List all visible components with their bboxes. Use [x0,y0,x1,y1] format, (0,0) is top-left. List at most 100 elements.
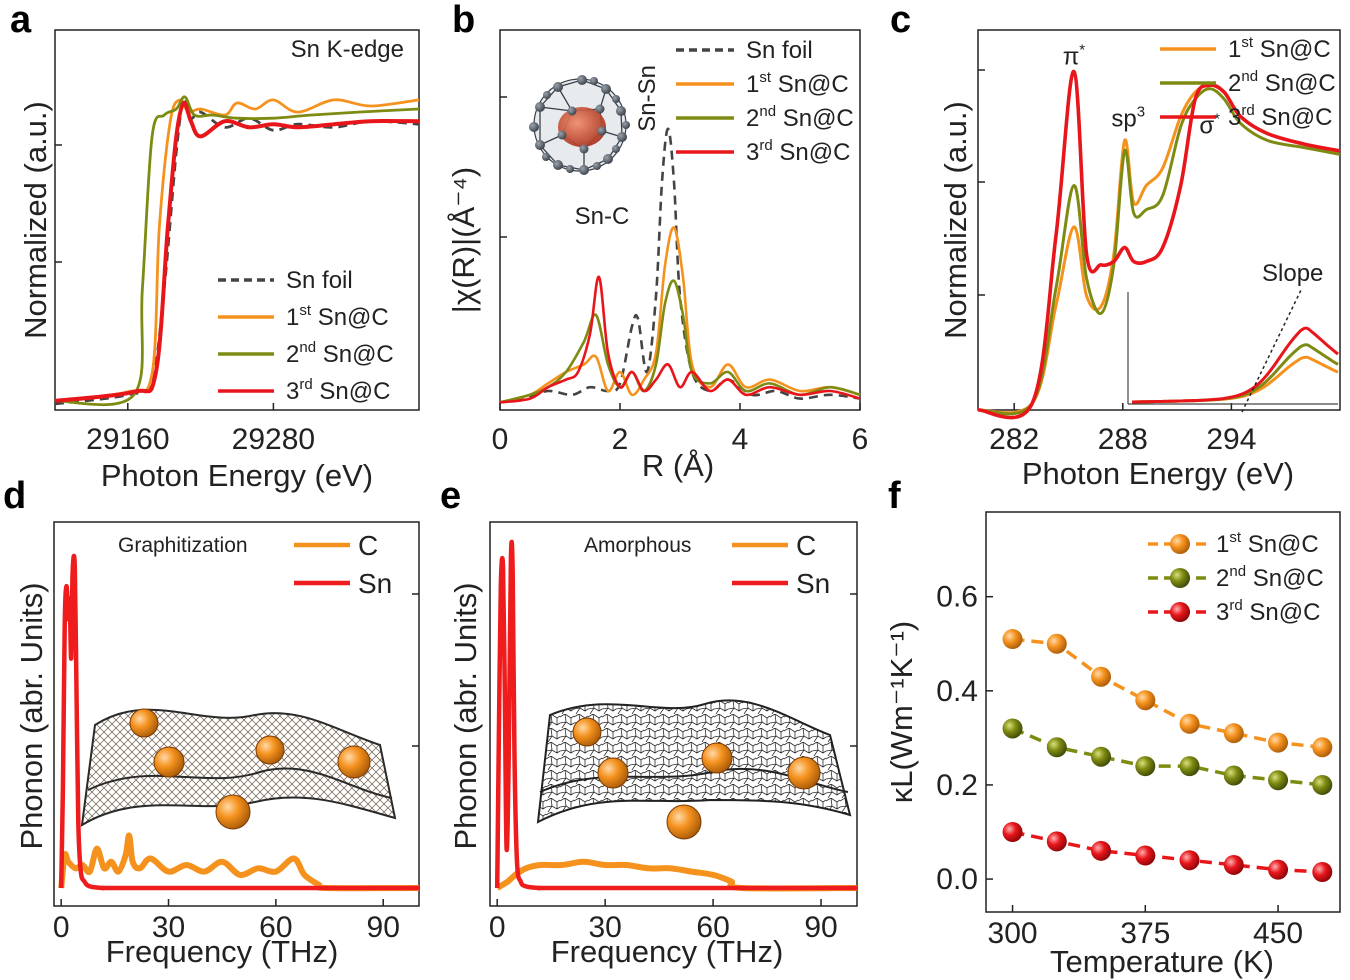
panel-c-series-2nd-sn-c [977,87,1341,416]
x-tick-label: 4 [732,423,749,456]
panel-e-series [494,539,858,892]
legend-label-c: C [796,530,816,561]
legend-label-1st-sn-c: 1st Sn@C [1228,34,1331,63]
panel-e-series-sn [494,539,857,891]
panel-a: 29160 29280 Sn K-edge Photon Energy (eV) … [18,29,420,493]
y-tick-label: 0.4 [936,675,978,708]
panel-f-legend: 1st Sn@C 2nd Sn@C 3rd Sn@C [1148,529,1324,626]
panel-f-point-2nd-sn-c [1312,774,1333,795]
annotation-sigma-star: σ* [1199,111,1220,140]
panel-d-series [58,553,420,892]
legend-label-1st-sn-c: 1st Sn@C [746,69,849,98]
legend-label-3rd-sn-c: 3rd Sn@C [1228,102,1332,131]
panel-b-frame [499,29,861,411]
x-tick-label: 29160 [86,423,169,456]
panel-a-x-ticks: 29160 29280 [86,403,315,456]
annotation-pi-star: π* [1063,42,1086,71]
slope-label: Slope [1262,260,1323,287]
panel-label-a: a [10,0,32,41]
legend-label-2nd-sn-c: 2nd Sn@C [1228,68,1336,97]
legend-label-1st-sn-c: 1st Sn@C [1216,529,1319,558]
panel-d-series-c [58,832,420,892]
x-tick-label: 2 [612,423,629,456]
panel-label-b: b [452,0,475,41]
panel-b-annotations: Sn-C Sn-Sn [575,65,661,230]
legend-marker-3rd-sn-c [1170,602,1190,622]
x-tick-label: 0 [53,911,70,944]
panel-b-series-1st-sn-c [499,226,861,404]
panel-b-series-3rd-sn-c [499,275,861,404]
legend-label-3rd-sn-c: 3rd Sn@C [746,137,850,166]
panel-f-point-2nd-sn-c [1091,746,1112,767]
panel-f-xlabel: Temperature (K) [1050,944,1274,979]
panel-label-f: f [888,475,901,517]
panel-a-title: Sn K-edge [291,36,404,63]
panel-b-ylabel: |χ(R)|(Å⁻⁴) [446,167,481,313]
legend-label-1st-sn-c: 1st Sn@C [286,302,389,331]
x-tick-label: 0 [489,911,506,944]
fullerene-sn-cluster-icon [529,75,630,175]
panel-a-xlabel: Photon Energy (eV) [101,458,373,493]
panel-a-series-1st-sn-c [54,98,420,403]
x-tick-label: 375 [1120,917,1170,950]
legend-label-sn: Sn [358,568,392,599]
panel-c-x-ticks: 282 288 294 [989,403,1256,456]
panel-c-legend: 1st Sn@C 2nd Sn@C 3rd Sn@C [1160,34,1336,131]
panel-f-point-3rd-sn-c [1312,862,1333,882]
panel-b-series-sn-foil [499,127,861,404]
panel-b-x-ticks: 0 2 4 6 [492,403,869,456]
panel-d-title: Graphitization [118,534,248,557]
x-tick-label: 0 [492,423,509,456]
x-tick-label: 30 [152,911,185,944]
y-tick-label: 0.2 [936,769,978,802]
legend-label-sn-foil: Sn foil [746,37,813,64]
panel-d-legend: C Sn [294,530,392,599]
panel-e-legend: C Sn [732,530,830,599]
panel-e-xlabel: Frequency (THz) [551,934,784,969]
x-tick-label: 6 [852,423,869,456]
panel-f-point-3rd-sn-c [1091,840,1112,861]
panel-f-point-3rd-sn-c [1135,845,1156,866]
panel-d-frame [53,521,420,907]
panel-label-e: e [440,475,461,517]
x-tick-label: 90 [367,911,400,944]
panel-c-xlabel: Photon Energy (eV) [1022,456,1294,491]
x-tick-label: 294 [1206,423,1256,456]
x-tick-label: 90 [804,911,837,944]
panel-f-point-3rd-sn-c [1046,831,1067,852]
panel-f-point-1st-sn-c [1179,713,1200,734]
panel-f-point-2nd-sn-c [1002,718,1023,739]
x-tick-label: 288 [1098,423,1148,456]
carbon-sheet-with-sn-particles-icon [536,699,852,840]
legend-label-2nd-sn-c: 2nd Sn@C [1216,563,1324,592]
panel-b-legend: Sn foil 1st Sn@C 2nd Sn@C 3rd Sn@C [676,37,854,166]
panel-b: 0 2 4 6 R (Å) |χ(R)|(Å⁻⁴) Sn-C Sn-Sn Sn foil… [446,29,869,483]
x-tick-label: 30 [588,911,621,944]
panel-f-line-2nd-sn-c [1011,726,1323,787]
panel-d-ylabel: Phonon (abr. Units) [14,582,49,849]
panel-c: 282 288 294 Photon Energy (eV) Normalized … [938,29,1341,491]
panel-c-series-1st-sn-c [977,83,1341,415]
panel-c-annotations: π* sp3 σ* [1063,42,1220,140]
annotation-sn-c: Sn-C [575,203,630,230]
panel-f-point-3rd-sn-c [1179,850,1200,871]
legend-label-3rd-sn-c: 3rd Sn@C [286,376,390,405]
panel-f-point-2nd-sn-c [1223,765,1244,786]
panel-e-x-ticks: 0 30 60 90 [489,899,838,944]
panel-d-xlabel: Frequency (THz) [106,934,339,969]
panel-e-title: Amorphous [584,534,691,557]
panel-f-frame [985,511,1341,913]
panel-f-point-1st-sn-c [1223,723,1244,744]
x-tick-label: 29280 [232,423,315,456]
legend-marker-1st-sn-c [1170,534,1190,554]
legend-label-2nd-sn-c: 2nd Sn@C [286,339,394,368]
panel-b-series [499,127,861,404]
panel-a-ylabel: Normalized (a.u.) [18,101,53,339]
x-tick-label: 60 [259,911,292,944]
panel-c-ylabel: Normalized (a.u.) [938,101,973,339]
panel-f-point-1st-sn-c [1091,666,1112,687]
x-tick-label: 450 [1253,917,1303,950]
panel-f-point-3rd-sn-c [1223,854,1244,875]
y-tick-label: 0.6 [936,581,978,614]
panel-c-frame [977,29,1341,411]
